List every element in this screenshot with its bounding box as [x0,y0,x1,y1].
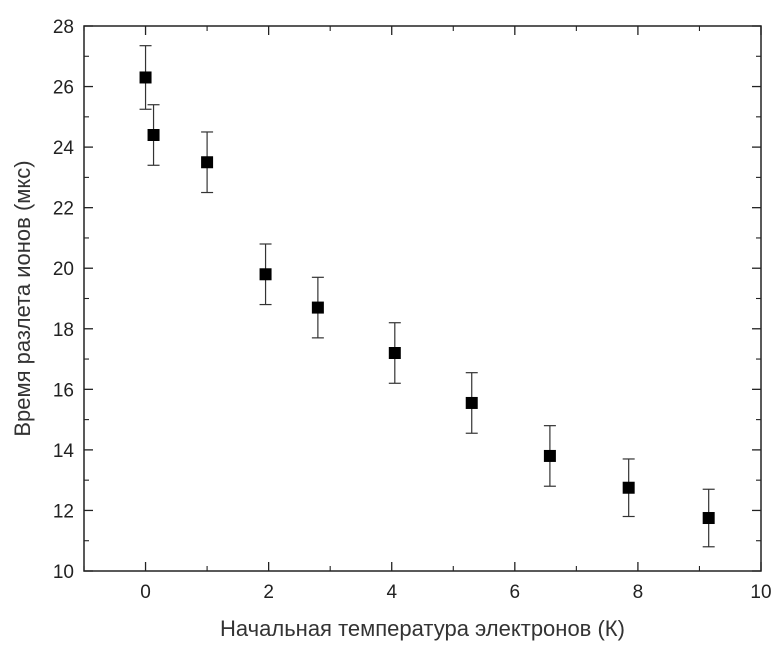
data-point-7 [543,449,556,462]
x-axis-title: Начальная температура электронов (К) [220,616,625,641]
data-point-1 [147,129,160,141]
y-tick-label: 12 [53,501,74,522]
x-tick-label: 0 [140,582,151,603]
x-tick-label: 6 [510,582,521,603]
data-point-4 [311,301,324,314]
axis-ticks [83,25,762,572]
x-tick-label: 10 [750,582,771,603]
y-tick-label: 24 [53,138,75,159]
x-tick-label: 2 [263,582,274,603]
data-point-9 [702,512,715,525]
data-point-0 [139,71,152,84]
plot-border [83,25,762,572]
y-tick-label: 10 [53,562,74,583]
y-tick-label: 28 [53,17,74,38]
plot-frame [83,25,762,572]
data-point-5 [388,347,401,359]
y-axis-title: Время разлета ионов (мкс) [10,160,35,436]
y-tick-label: 14 [53,441,75,462]
data-point-2 [201,156,214,169]
y-tick-label: 18 [53,320,74,341]
y-tick-label: 26 [53,78,74,99]
x-tick-label: 8 [633,582,644,603]
x-tick-labels: 0 2 4 6 8 10 [140,582,771,603]
y-tick-label: 16 [53,380,74,401]
data-point-6 [465,396,478,409]
x-tick-label: 4 [386,582,397,603]
data-point-8 [622,481,635,494]
data-markers [139,71,715,525]
error-bars [139,45,715,548]
y-tick-label: 22 [53,199,74,220]
y-tick-labels: 10 12 14 16 18 20 22 24 26 28 [53,17,75,583]
y-tick-label: 20 [53,259,74,280]
data-point-3 [259,268,272,281]
